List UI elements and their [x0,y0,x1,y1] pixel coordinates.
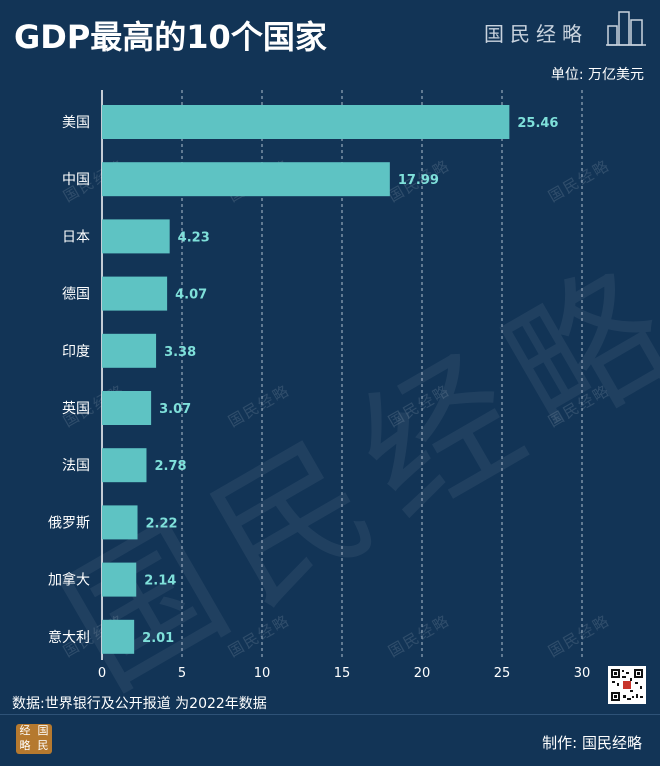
bar [102,105,510,139]
unit-label: 单位: 万亿美元 [550,67,644,83]
value-label: 4.07 [175,288,207,303]
brand-logo-text: 国民经略 [484,22,588,46]
bar [102,276,168,311]
seal-char: 略 [19,739,31,752]
bar [102,333,157,368]
footer-divider [0,714,660,715]
bar [102,619,135,654]
value-label: 3.07 [159,402,191,417]
x-tick-label: 0 [98,666,106,681]
category-label: 俄罗斯 [48,515,90,531]
data-source: 数据:世界银行及公开报道 为2022年数据 [12,696,267,712]
bar [102,219,170,254]
brand-seal: 经 国 略 民 [16,724,52,754]
value-label: 2.22 [146,516,178,531]
value-label: 2.78 [154,459,186,474]
bar [102,505,138,540]
x-tick-label: 30 [574,666,591,681]
category-label: 英国 [62,400,90,417]
category-label: 加拿大 [48,572,90,589]
category-label: 印度 [62,344,90,360]
bar-chart: 0 5 10 15 20 25 30 美国 25.46 中国 17.99 日本 4.23 德国 4.07 印度… [48,90,591,681]
value-label: 2.14 [144,574,176,589]
seal-char: 经 [19,724,31,737]
x-tick-label: 5 [178,666,186,681]
value-label: 2.01 [142,631,174,646]
category-label: 意大利 [48,629,90,646]
category-label: 美国 [62,115,90,131]
x-tick-label: 10 [254,666,271,681]
value-label: 25.46 [517,116,558,131]
category-label: 日本 [62,229,90,245]
category-label: 法国 [62,458,90,474]
qr-code-icon [610,668,644,702]
x-tick-label: 15 [334,666,351,681]
x-tick-label: 20 [414,666,431,681]
category-label: 中国 [62,172,90,188]
value-label: 3.38 [164,345,196,360]
value-label: 4.23 [178,230,210,245]
value-label: 17.99 [398,173,439,188]
category-label: 德国 [62,287,90,303]
maker-credit: 制作: 国民经略 [542,734,642,752]
bar [102,562,137,597]
seal-char: 国 [37,724,49,737]
building-icon [606,11,646,46]
x-tick-label: 25 [494,666,511,681]
bar [102,448,147,483]
qr-code[interactable] [608,666,646,704]
bar [102,162,390,197]
bar [102,391,152,425]
seal-char: 民 [37,739,49,752]
chart-title: GDP最高的10个国家 [14,18,327,56]
